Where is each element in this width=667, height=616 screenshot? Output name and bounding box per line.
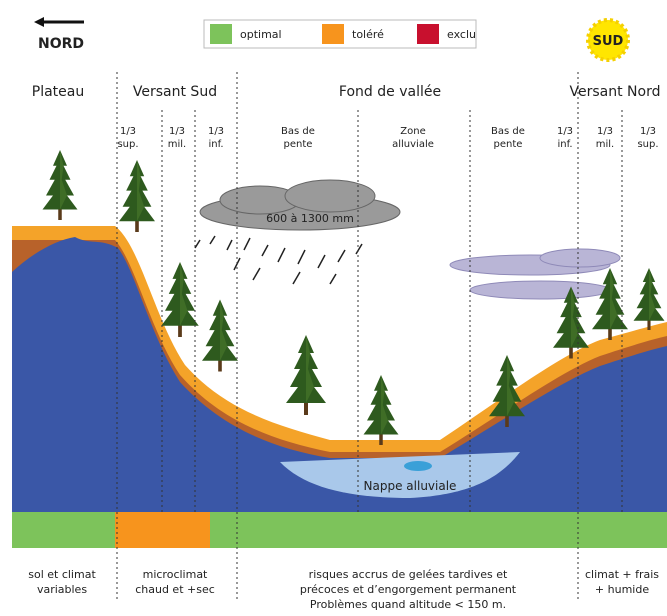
subzone-label: 1/3 [120,126,136,137]
zone-label: Versant Nord [570,84,661,100]
clouds-north [450,249,620,299]
band-optimal [12,512,667,548]
footer-text: variables [37,583,87,596]
footer-text: risques accrus de gelées tardives et [309,568,508,581]
legend-swatch [322,24,344,44]
subzone-label: 1/3 [169,126,185,137]
south-label: SUD [593,34,624,49]
subzone-label: 1/3 [557,126,573,137]
zone-label: Versant Sud [133,84,217,100]
subzone-label: alluviale [392,139,434,150]
subzone-label: Bas de [491,126,525,137]
rain [195,236,362,284]
subzone-label: Zone [400,126,425,137]
band-tolerated [115,512,210,548]
legend-label: toléré [352,28,384,41]
subzone-label: inf. [208,139,223,150]
footer-text: sol et climat [28,568,96,581]
subzone-label: 1/3 [640,126,656,137]
subzone-label: 1/3 [208,126,224,137]
diagram: NORD optimal toléré exclu SUD Nappe alluvi… [0,0,667,616]
subzone-label: sup. [117,139,138,150]
legend-swatch [417,24,439,44]
subzone-label: pente [284,139,313,150]
legend-swatch [210,24,232,44]
footer-text: Problèmes quand altitude < 150 m. [310,598,506,611]
subzone-label: Bas de [281,126,315,137]
subzone-label: 1/3 [597,126,613,137]
zone-label: Fond de vallée [339,84,441,100]
page: NORD optimal toléré exclu SUD Nappe alluvi… [0,0,667,616]
subzone-label: mil. [596,139,614,150]
rainfall-label: 600 à 1300 mm [266,212,354,225]
subzone-label: pente [494,139,523,150]
north-label: NORD [38,36,84,52]
legend-label: exclu [447,28,476,41]
legend-label: optimal [240,28,282,41]
stream [404,461,432,471]
water-table-label: Nappe alluviale [364,479,457,493]
subzone-label: sup. [637,139,658,150]
footer-text: précoces et d’engorgement permanent [300,583,517,596]
subzone-label: mil. [168,139,186,150]
subzone-label: inf. [557,139,572,150]
arrow-head [34,17,44,27]
zone-label: Plateau [32,84,84,100]
footer-text: chaud et +sec [135,583,215,596]
footer-text: + humide [595,583,649,596]
footer-text: climat + frais [585,568,659,581]
footer-text: microclimat [143,568,208,581]
